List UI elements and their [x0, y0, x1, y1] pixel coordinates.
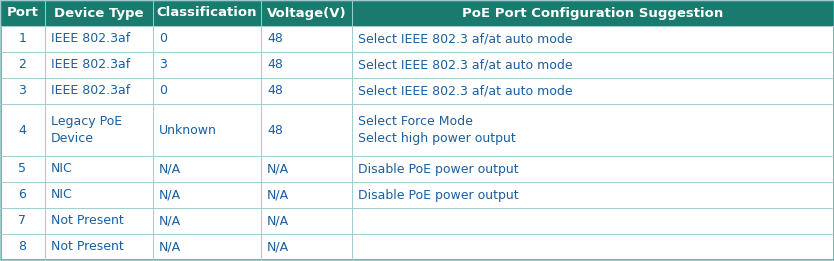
Bar	[261, 52, 352, 78]
Bar	[45, 156, 153, 182]
Bar	[352, 208, 834, 234]
Text: IEEE 802.3af: IEEE 802.3af	[51, 33, 130, 45]
Bar	[0, 104, 45, 156]
Bar	[352, 182, 834, 208]
Bar	[153, 78, 261, 104]
Text: NIC: NIC	[51, 163, 73, 175]
Text: 1: 1	[18, 33, 27, 45]
Text: N/A: N/A	[267, 188, 289, 201]
Bar	[352, 26, 834, 52]
Text: Select IEEE 802.3 af/at auto mode: Select IEEE 802.3 af/at auto mode	[358, 33, 573, 45]
Bar	[0, 0, 45, 26]
Text: 48: 48	[267, 33, 283, 45]
Text: Unknown: Unknown	[159, 123, 217, 137]
Bar	[352, 78, 834, 104]
Text: N/A: N/A	[267, 163, 289, 175]
Bar	[45, 104, 153, 156]
Text: 7: 7	[18, 215, 27, 228]
Text: N/A: N/A	[267, 215, 289, 228]
Text: 3: 3	[18, 85, 27, 98]
Text: 8: 8	[18, 240, 27, 253]
Text: 48: 48	[267, 58, 283, 72]
Bar	[261, 208, 352, 234]
Bar	[352, 234, 834, 260]
Bar	[153, 208, 261, 234]
Bar	[0, 26, 45, 52]
Text: PoE Port Configuration Suggestion: PoE Port Configuration Suggestion	[462, 7, 724, 20]
Bar	[261, 182, 352, 208]
Bar	[45, 234, 153, 260]
Text: 3: 3	[159, 58, 167, 72]
Bar	[45, 208, 153, 234]
Bar	[153, 104, 261, 156]
Bar	[352, 156, 834, 182]
Bar	[261, 26, 352, 52]
Text: 2: 2	[18, 58, 27, 72]
Bar	[153, 234, 261, 260]
Bar	[0, 182, 45, 208]
Bar	[261, 0, 352, 26]
Bar	[45, 78, 153, 104]
Text: 5: 5	[18, 163, 27, 175]
Bar	[153, 0, 261, 26]
Text: Select IEEE 802.3 af/at auto mode: Select IEEE 802.3 af/at auto mode	[358, 58, 573, 72]
Bar	[45, 0, 153, 26]
Text: N/A: N/A	[267, 240, 289, 253]
Bar	[0, 156, 45, 182]
Text: N/A: N/A	[159, 163, 181, 175]
Bar	[153, 52, 261, 78]
Bar	[261, 78, 352, 104]
Bar	[261, 234, 352, 260]
Text: N/A: N/A	[159, 240, 181, 253]
Bar	[45, 26, 153, 52]
Bar	[45, 182, 153, 208]
Text: Select IEEE 802.3 af/at auto mode: Select IEEE 802.3 af/at auto mode	[358, 85, 573, 98]
Bar	[153, 156, 261, 182]
Text: Not Present: Not Present	[51, 215, 123, 228]
Bar	[352, 52, 834, 78]
Bar	[45, 52, 153, 78]
Text: Select Force Mode
Select high power output: Select Force Mode Select high power outp…	[358, 115, 515, 145]
Text: Disable PoE power output: Disable PoE power output	[358, 188, 519, 201]
Bar	[261, 156, 352, 182]
Text: Port: Port	[7, 7, 38, 20]
Text: Not Present: Not Present	[51, 240, 123, 253]
Text: 0: 0	[159, 33, 167, 45]
Text: IEEE 802.3af: IEEE 802.3af	[51, 85, 130, 98]
Text: N/A: N/A	[159, 215, 181, 228]
Text: Classification: Classification	[157, 7, 257, 20]
Text: N/A: N/A	[159, 188, 181, 201]
Bar	[352, 0, 834, 26]
Bar	[153, 26, 261, 52]
Bar	[153, 182, 261, 208]
Text: 6: 6	[18, 188, 27, 201]
Bar	[0, 78, 45, 104]
Bar	[0, 52, 45, 78]
Text: Voltage(V): Voltage(V)	[267, 7, 346, 20]
Bar	[352, 104, 834, 156]
Text: IEEE 802.3af: IEEE 802.3af	[51, 58, 130, 72]
Bar	[261, 104, 352, 156]
Text: 0: 0	[159, 85, 167, 98]
Text: 48: 48	[267, 123, 283, 137]
Text: Device Type: Device Type	[54, 7, 143, 20]
Text: Legacy PoE
Device: Legacy PoE Device	[51, 115, 122, 145]
Text: NIC: NIC	[51, 188, 73, 201]
Bar	[0, 208, 45, 234]
Bar	[0, 234, 45, 260]
Text: Disable PoE power output: Disable PoE power output	[358, 163, 519, 175]
Text: 48: 48	[267, 85, 283, 98]
Text: 4: 4	[18, 123, 27, 137]
